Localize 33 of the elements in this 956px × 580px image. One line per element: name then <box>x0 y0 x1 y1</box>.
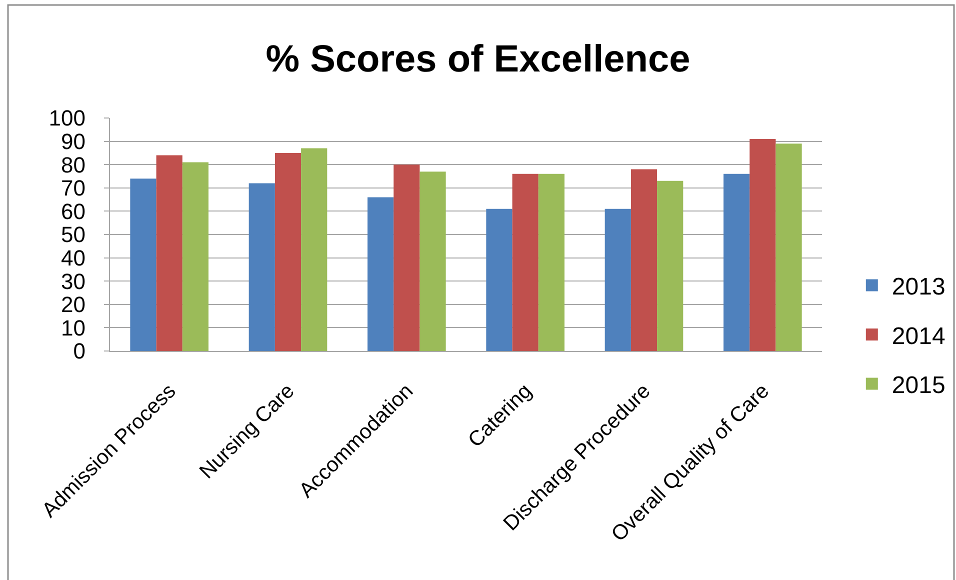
bar <box>724 174 750 351</box>
y-tick-label: 90 <box>60 129 86 154</box>
y-tick-label: 20 <box>60 292 86 318</box>
bar <box>538 174 564 351</box>
bar <box>776 144 802 351</box>
bar <box>368 197 394 351</box>
bar <box>512 174 538 351</box>
bar <box>130 178 156 351</box>
bar <box>182 162 208 351</box>
chart-title: % Scores of Excellence <box>266 38 690 80</box>
bar <box>486 208 512 351</box>
legend-label: 2013 <box>892 274 946 301</box>
y-tick-label: 100 <box>48 106 86 131</box>
bar <box>604 208 631 351</box>
y-tick-label: 70 <box>60 176 86 201</box>
y-tick-label: 0 <box>73 338 86 364</box>
y-tick-label: 50 <box>60 222 86 248</box>
bar <box>750 138 776 351</box>
bar <box>420 172 446 351</box>
bar <box>156 155 182 351</box>
bar <box>657 180 684 351</box>
y-tick-label: 60 <box>60 198 86 224</box>
bar <box>394 164 420 351</box>
bar <box>248 183 275 351</box>
bar <box>301 148 328 351</box>
y-tick-label: 80 <box>60 152 86 178</box>
y-tick-label: 40 <box>60 246 86 270</box>
y-tick-label: 30 <box>60 268 86 294</box>
bar <box>630 169 658 351</box>
legend-label: 2014 <box>892 322 946 350</box>
bar <box>274 152 302 351</box>
y-tick-label: 10 <box>60 315 86 340</box>
legend-label: 2015 <box>892 372 946 400</box>
